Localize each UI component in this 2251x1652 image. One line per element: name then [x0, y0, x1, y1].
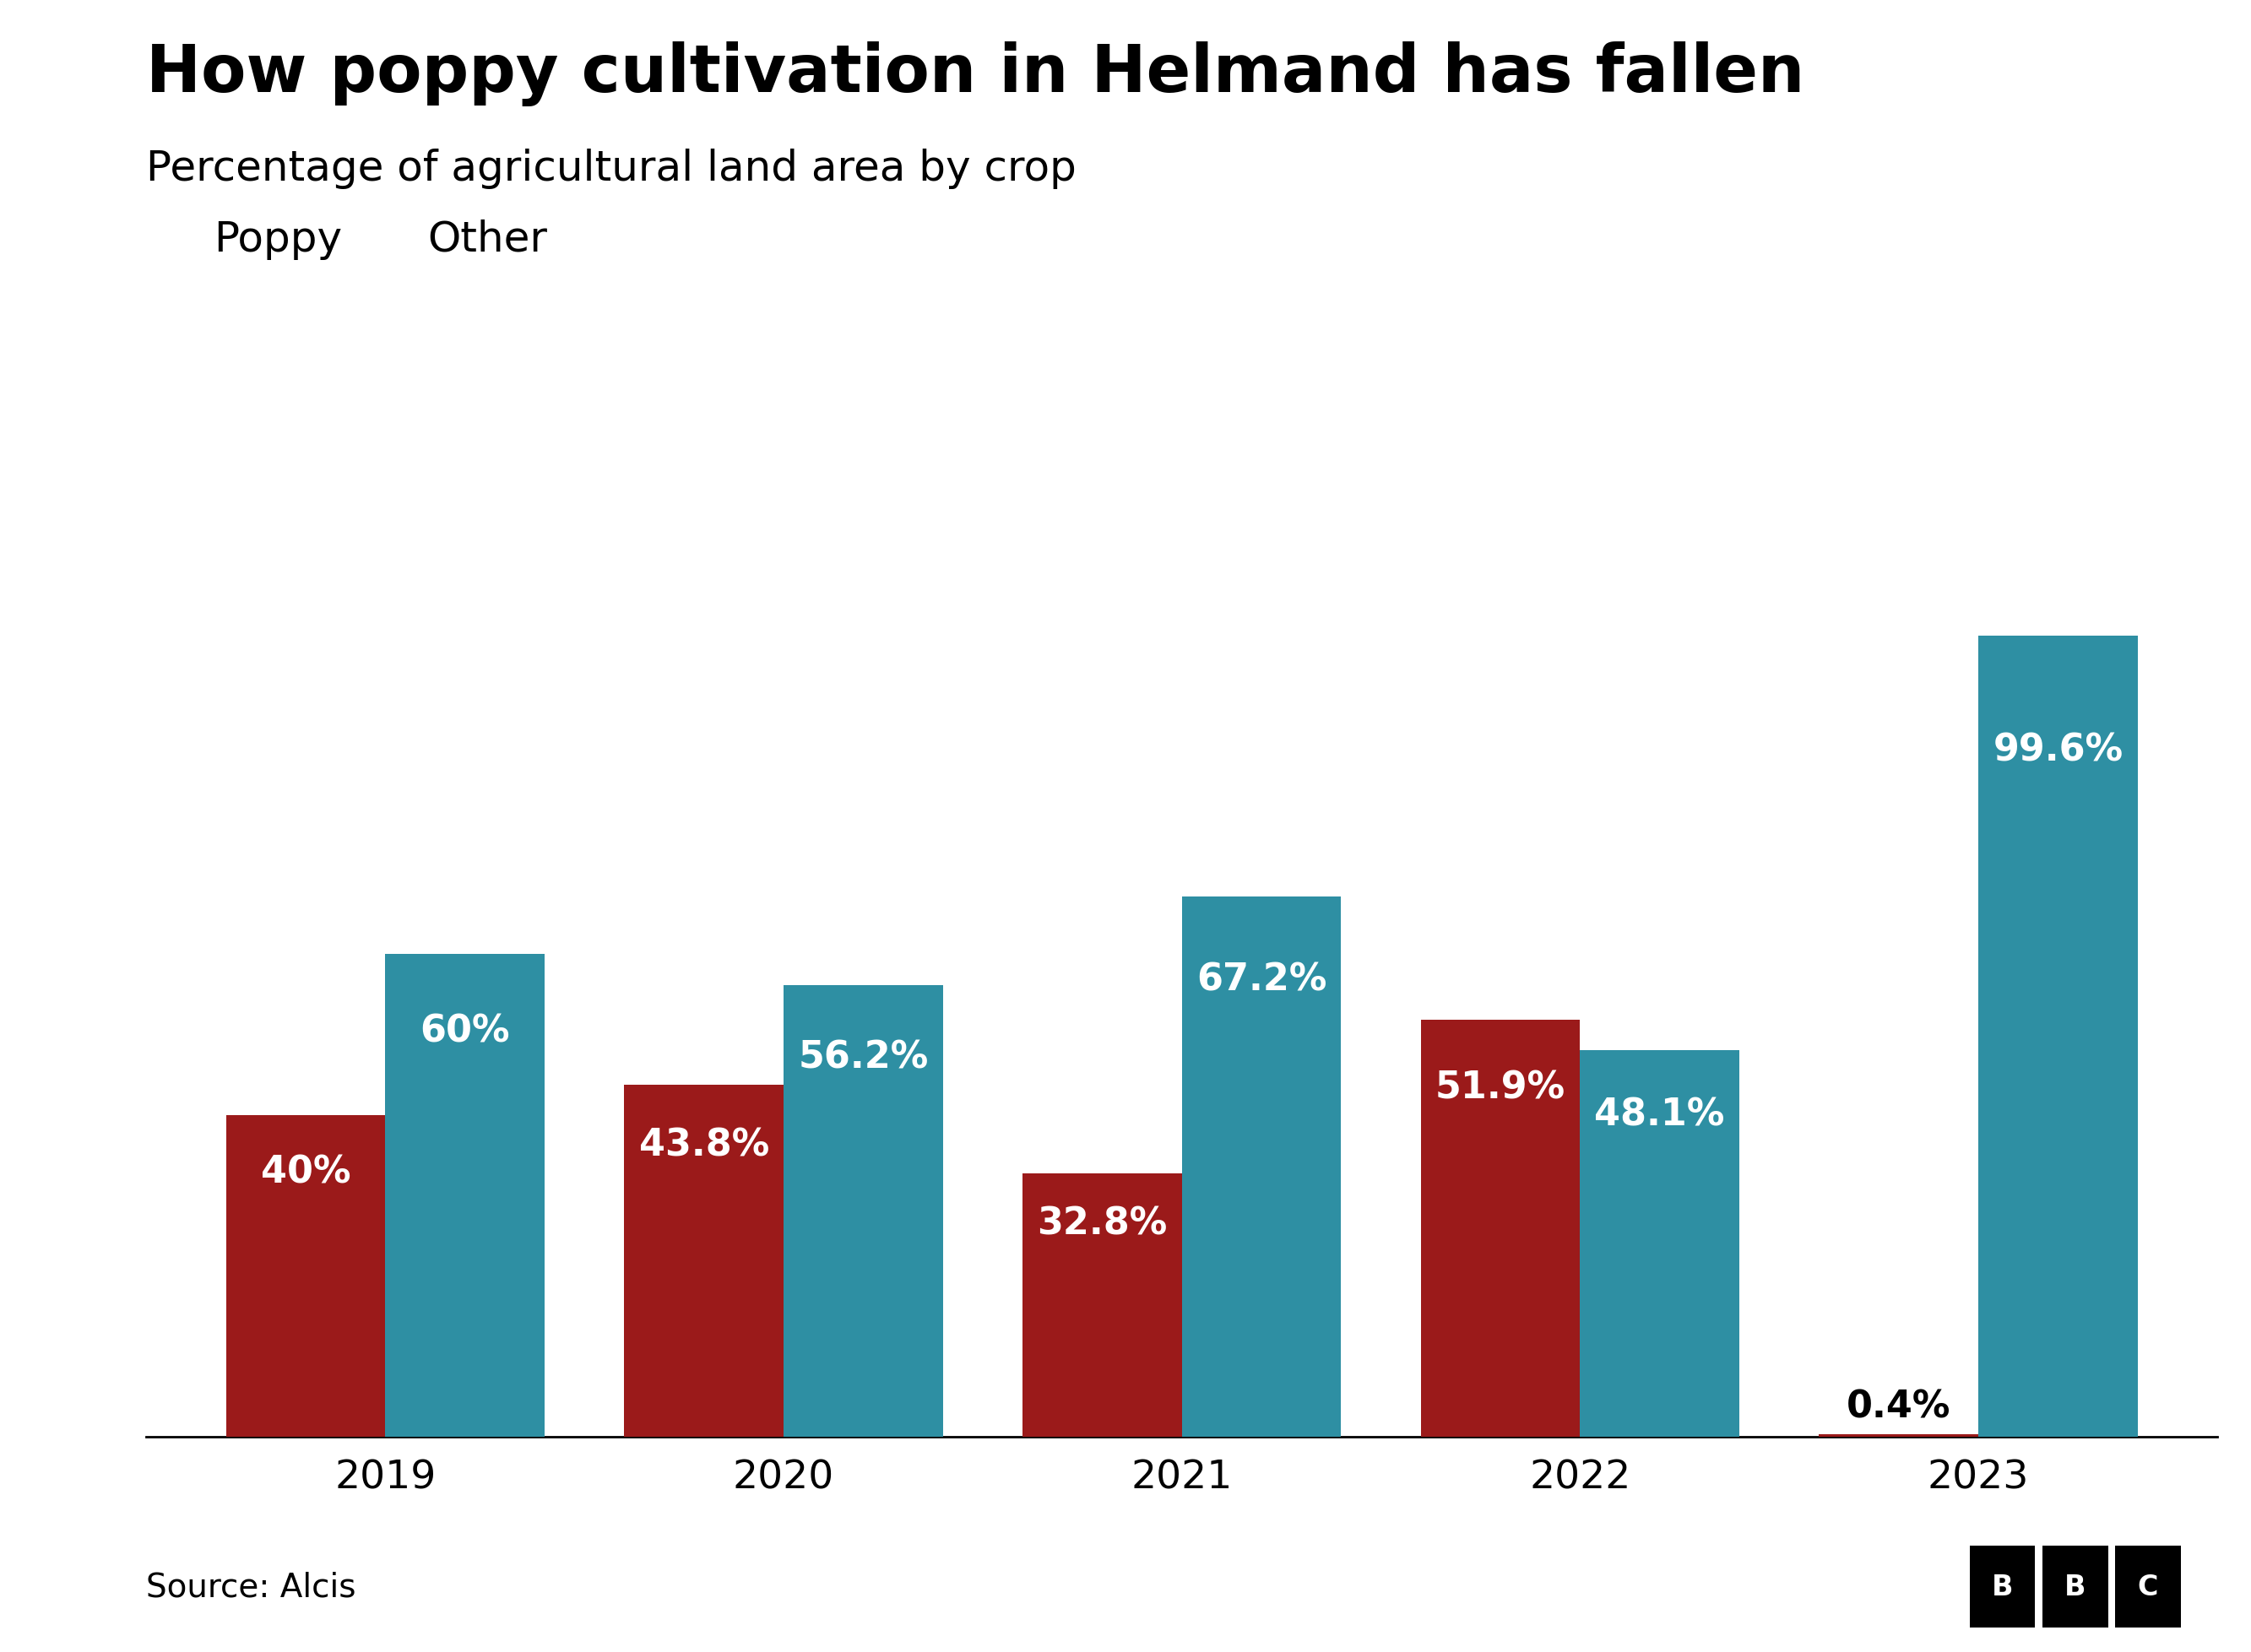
Text: B: B: [1992, 1573, 2012, 1601]
Text: 56.2%: 56.2%: [799, 1039, 927, 1075]
Text: 67.2%: 67.2%: [1195, 961, 1326, 998]
Bar: [624, 1085, 783, 1437]
Bar: [1022, 1173, 1182, 1437]
Text: 99.6%: 99.6%: [1992, 732, 2123, 768]
Text: Poppy: Poppy: [214, 220, 342, 259]
Bar: [1979, 636, 2138, 1437]
Bar: [1580, 1051, 1740, 1437]
Bar: [1182, 897, 1342, 1437]
Bar: [385, 955, 545, 1437]
FancyBboxPatch shape: [1970, 1546, 2035, 1627]
Text: 60%: 60%: [421, 1013, 511, 1049]
Text: Percentage of agricultural land area by crop: Percentage of agricultural land area by …: [146, 149, 1076, 190]
Text: Other: Other: [428, 220, 547, 259]
Bar: [225, 1115, 385, 1437]
Bar: [783, 985, 943, 1437]
Text: 48.1%: 48.1%: [1594, 1097, 1724, 1133]
Bar: [1819, 1434, 1979, 1437]
Text: 32.8%: 32.8%: [1038, 1204, 1168, 1241]
Text: 0.4%: 0.4%: [1846, 1388, 1952, 1424]
Text: B: B: [2064, 1573, 2087, 1601]
FancyBboxPatch shape: [2116, 1546, 2181, 1627]
Text: C: C: [2138, 1573, 2159, 1601]
Text: 51.9%: 51.9%: [1436, 1070, 1564, 1107]
FancyBboxPatch shape: [2042, 1546, 2107, 1627]
Text: 43.8%: 43.8%: [639, 1127, 770, 1163]
Text: 40%: 40%: [261, 1155, 351, 1191]
Text: Source: Alcis: Source: Alcis: [146, 1571, 356, 1602]
Text: How poppy cultivation in Helmand has fallen: How poppy cultivation in Helmand has fal…: [146, 41, 1805, 106]
Bar: [1420, 1019, 1580, 1437]
